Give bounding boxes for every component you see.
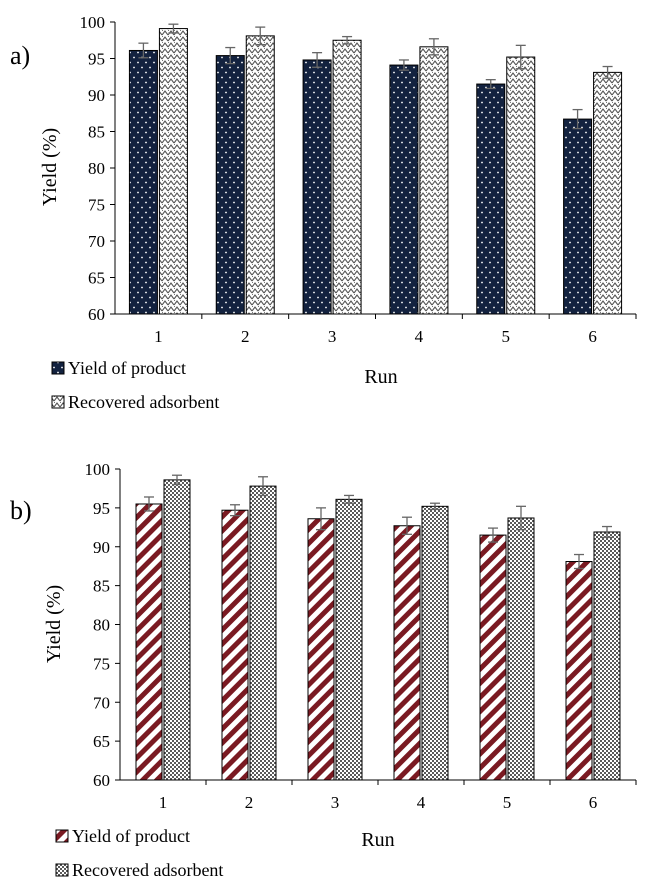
- legend-swatch-product: [55, 829, 69, 843]
- legend-label-adsorbent: Recovered adsorbent: [72, 860, 223, 880]
- legend-label-product: Yield of product: [68, 358, 186, 378]
- error-bar: [430, 502, 440, 511]
- x-tick-label: 6: [588, 327, 597, 346]
- bar-product: [479, 534, 507, 781]
- x-tick-label: 1: [159, 793, 168, 812]
- y-tick-label: 75: [93, 654, 110, 673]
- bar-product: [307, 518, 335, 781]
- bar-adsorbent: [506, 56, 536, 315]
- error-bar: [230, 504, 240, 517]
- legend: Yield of product Recovered adsorbent: [51, 358, 219, 412]
- y-tick-label: 85: [93, 577, 110, 596]
- y-axis-label: Yield (%): [39, 128, 61, 206]
- x-tick-label: 2: [245, 793, 254, 812]
- error-bar: [515, 44, 526, 70]
- bar-adsorbent: [245, 35, 275, 315]
- error-bar: [312, 52, 323, 68]
- error-bar: [258, 476, 268, 497]
- legend-label-product: Yield of product: [72, 826, 190, 846]
- panel-label: a): [10, 41, 30, 70]
- x-tick-label: 5: [502, 327, 511, 346]
- y-tick-label: 100: [80, 13, 106, 32]
- x-tick-label: 6: [589, 793, 598, 812]
- x-tick-label: 2: [241, 327, 250, 346]
- bar-adsorbent: [335, 498, 363, 781]
- bar-adsorbent: [419, 46, 449, 315]
- bar-adsorbent: [507, 517, 535, 781]
- error-bar: [225, 46, 236, 65]
- y-tick-label: 95: [93, 499, 110, 518]
- legend: Yield of product Recovered adsorbent: [55, 826, 223, 880]
- y-tick-label: 80: [88, 159, 105, 178]
- y-tick-label: 60: [93, 771, 110, 790]
- legend-swatch-adsorbent: [55, 863, 69, 877]
- error-bar: [255, 26, 266, 46]
- error-bar: [398, 59, 409, 71]
- error-bar: [316, 507, 326, 531]
- bar-adsorbent: [158, 28, 188, 315]
- bar-product: [393, 525, 421, 781]
- error-bar: [172, 474, 182, 486]
- y-tick-label: 65: [93, 732, 110, 751]
- error-bar: [344, 494, 354, 504]
- bar-product: [128, 49, 158, 315]
- y-tick-label: 80: [93, 616, 110, 635]
- legend-swatch-adsorbent: [51, 395, 65, 409]
- y-tick-label: 85: [88, 123, 105, 142]
- bar-product: [389, 64, 419, 315]
- error-bar: [602, 525, 612, 539]
- legend-label-adsorbent: Recovered adsorbent: [68, 392, 219, 412]
- y-tick-label: 70: [88, 232, 105, 251]
- error-bar: [428, 38, 439, 56]
- x-tick-label: 5: [503, 793, 512, 812]
- plot-area: 60 65 70 75 80 85 90 95 100 1 2 3 4 5 6: [85, 460, 637, 812]
- bar-product: [302, 59, 332, 315]
- y-axis-label: Yield (%): [43, 585, 65, 663]
- y-tick-label: 70: [93, 693, 110, 712]
- panel-b: b) Yield (%) 60 65 70 75 80 85 90 95 100 1 2 3 4 5 6 R…: [10, 460, 637, 880]
- error-bar: [572, 108, 583, 130]
- error-bar: [138, 42, 149, 59]
- error-bar: [574, 553, 584, 570]
- error-bar: [144, 496, 154, 512]
- y-tick-label: 100: [85, 460, 111, 479]
- bar-adsorbent: [593, 71, 623, 315]
- bar-adsorbent: [332, 39, 362, 315]
- bar-product: [476, 83, 506, 315]
- bar-adsorbent: [421, 505, 449, 781]
- x-tick-label: 4: [417, 793, 426, 812]
- error-bar: [342, 35, 353, 45]
- legend-swatch-product: [51, 361, 65, 375]
- error-bar: [485, 79, 496, 90]
- x-axis-label: Run: [364, 366, 397, 388]
- bar-adsorbent: [163, 479, 191, 781]
- y-tick-label: 75: [88, 196, 105, 215]
- y-tick-label: 65: [88, 269, 105, 288]
- panel-label: b): [10, 496, 32, 525]
- error-bar: [402, 516, 412, 535]
- y-tick-label: 90: [93, 538, 110, 557]
- y-tick-label: 95: [88, 50, 105, 69]
- y-tick-label: 60: [88, 305, 105, 324]
- x-axis-label: Run: [361, 829, 394, 851]
- x-tick-label: 3: [328, 327, 337, 346]
- bar-adsorbent: [593, 531, 621, 781]
- bar-product: [565, 561, 593, 781]
- error-bar: [168, 23, 179, 34]
- bar-product: [221, 509, 249, 781]
- bar-product: [563, 118, 593, 315]
- bar-adsorbent: [249, 485, 277, 781]
- bar-product: [215, 55, 245, 315]
- x-tick-label: 1: [154, 327, 163, 346]
- panel-a: a) Yield (%) 60 65 70 75 80 85 90 95 100 1 2 3 4 5 6 R…: [10, 13, 637, 412]
- y-tick-label: 90: [88, 86, 105, 105]
- error-bar: [488, 527, 498, 543]
- error-bar: [602, 65, 613, 79]
- bar-product: [135, 503, 163, 781]
- error-bar: [516, 505, 526, 531]
- x-tick-label: 3: [331, 793, 340, 812]
- x-tick-label: 4: [415, 327, 424, 346]
- plot-area: 60 65 70 75 80 85 90 95 100 1 2 3 4 5 6: [80, 13, 637, 346]
